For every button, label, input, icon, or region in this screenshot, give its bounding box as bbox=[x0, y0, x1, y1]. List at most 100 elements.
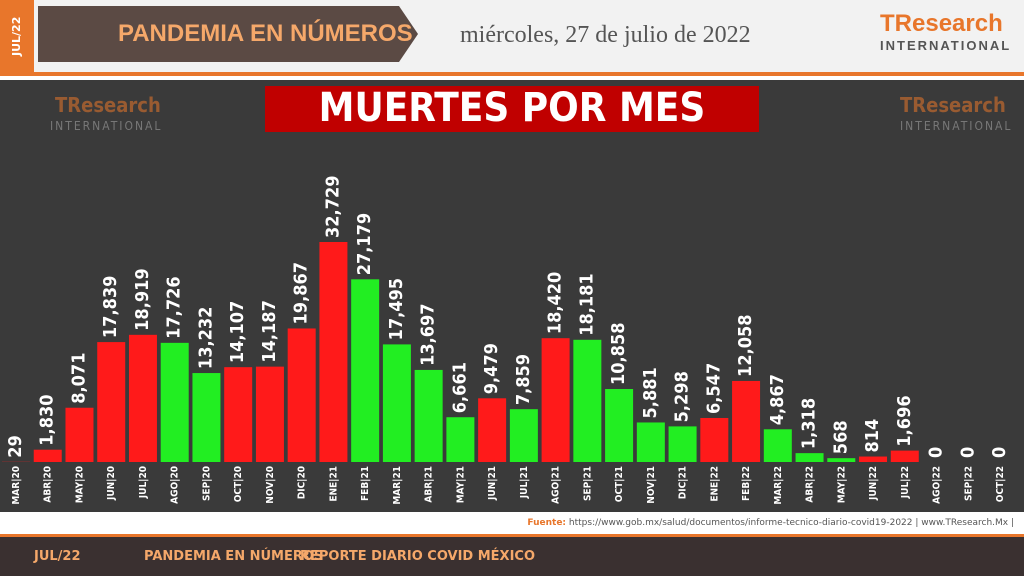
x-tick-label: NOV|20 bbox=[265, 466, 276, 504]
value-label: 10,858 bbox=[608, 323, 629, 386]
x-tick-label: DIC|20 bbox=[297, 466, 308, 499]
value-label: 0 bbox=[989, 447, 1010, 458]
bar bbox=[763, 429, 792, 462]
logo-name: TResearch bbox=[55, 93, 161, 117]
value-label: 13,232 bbox=[195, 307, 216, 369]
value-label: 8,071 bbox=[68, 353, 89, 404]
value-label: 13,697 bbox=[418, 303, 439, 366]
x-tick-label: JUL|20 bbox=[138, 466, 149, 499]
bar bbox=[319, 242, 348, 462]
value-label: 9,479 bbox=[481, 343, 502, 394]
x-tick-label: JUN|22 bbox=[868, 466, 879, 501]
x-tick-label: MAY|20 bbox=[74, 466, 85, 503]
value-label: 12,058 bbox=[735, 314, 756, 377]
x-tick-label: AGO|21 bbox=[551, 466, 562, 504]
bar bbox=[636, 422, 665, 462]
bar bbox=[65, 407, 94, 462]
chart: TResearch INTERNATIONAL TResearch INTERN… bbox=[2, 85, 1012, 505]
x-tick-label: OCT|22 bbox=[995, 466, 1006, 502]
value-label: 29 bbox=[5, 435, 26, 458]
value-label: 1,696 bbox=[894, 395, 915, 446]
bar bbox=[890, 450, 919, 462]
bar bbox=[732, 380, 761, 462]
x-tick-label: AGO|22 bbox=[932, 466, 943, 504]
bar bbox=[859, 456, 888, 462]
value-label: 27,179 bbox=[354, 213, 375, 276]
x-tick-label: FEB|21 bbox=[360, 466, 371, 501]
bar bbox=[160, 342, 189, 462]
x-tick-label: JUL|22 bbox=[900, 466, 911, 499]
footer: JUL/22 PANDEMIA EN NÚMEROS REPORTE DIARI… bbox=[0, 534, 1024, 576]
bar bbox=[478, 398, 507, 462]
bar bbox=[414, 369, 443, 462]
value-label: 1,830 bbox=[37, 394, 58, 445]
x-tick-label: SEP|21 bbox=[582, 466, 593, 501]
x-tick-label: OCT|21 bbox=[614, 466, 625, 502]
bar bbox=[795, 453, 824, 462]
bar bbox=[287, 328, 316, 462]
x-tick-label: ENE|22 bbox=[709, 466, 720, 502]
logo-tagline: INTERNATIONAL bbox=[50, 119, 162, 133]
bar bbox=[192, 373, 221, 462]
logo-name: TResearch bbox=[880, 10, 1003, 37]
x-tick-label: MAY|21 bbox=[455, 466, 466, 503]
footer-section: PANDEMIA EN NÚMEROS bbox=[144, 549, 324, 564]
date: miércoles, 27 de julio de 2022 bbox=[460, 22, 751, 48]
bar bbox=[255, 366, 284, 462]
watermark-left: TResearch INTERNATIONAL bbox=[50, 93, 162, 133]
value-label: 17,726 bbox=[164, 276, 185, 339]
chart-title: MUERTES POR MES bbox=[319, 85, 706, 131]
x-tick-label: OCT|20 bbox=[233, 466, 244, 502]
source-text: https://www.gob.mx/salud/documentos/info… bbox=[568, 518, 1014, 528]
bar bbox=[224, 367, 253, 462]
x-tick-label: MAR|20 bbox=[11, 466, 22, 505]
x-tick-label: ABR|21 bbox=[424, 466, 435, 503]
value-label: 18,919 bbox=[132, 268, 153, 331]
value-label: 17,839 bbox=[100, 276, 121, 339]
logo-name: TResearch bbox=[900, 93, 1006, 117]
x-tick-label: ABR|22 bbox=[805, 466, 816, 503]
value-label: 14,187 bbox=[259, 300, 280, 363]
value-label: 6,547 bbox=[703, 363, 724, 414]
section-title: PANDEMIA EN NÚMEROS bbox=[118, 20, 413, 47]
header-badge: JUL/22 bbox=[0, 0, 34, 72]
logo-tagline: INTERNATIONAL bbox=[900, 119, 1012, 133]
value-label: 0 bbox=[957, 447, 978, 458]
value-label: 19,867 bbox=[291, 262, 312, 325]
x-tick-label: JUN|21 bbox=[487, 466, 498, 501]
bar bbox=[509, 409, 538, 462]
x-tick-label: MAR|22 bbox=[773, 466, 784, 505]
source: Fuente: https://www.gob.mx/salud/documen… bbox=[0, 512, 1024, 534]
x-tick-label: NOV|21 bbox=[646, 466, 657, 504]
value-label: 17,495 bbox=[386, 278, 407, 341]
footer-badge: JUL/22 bbox=[34, 549, 81, 564]
bar bbox=[128, 334, 157, 462]
bar bbox=[97, 342, 126, 462]
bar bbox=[446, 417, 475, 462]
bar bbox=[605, 389, 634, 462]
value-label: 18,181 bbox=[576, 273, 597, 336]
bar bbox=[33, 449, 62, 462]
value-label: 5,298 bbox=[672, 371, 693, 422]
x-tick-label: ABR|20 bbox=[43, 466, 54, 503]
bar bbox=[700, 417, 729, 462]
x-tick-label: SEP|22 bbox=[963, 466, 974, 501]
value-label: 14,107 bbox=[227, 301, 248, 364]
x-tick-label: JUL|21 bbox=[519, 466, 530, 499]
section-banner: PANDEMIA EN NÚMEROS bbox=[38, 6, 418, 62]
value-label: 4,867 bbox=[767, 374, 788, 425]
value-label: 0 bbox=[926, 447, 947, 458]
bar bbox=[541, 338, 570, 462]
value-label: 5,881 bbox=[640, 367, 661, 418]
value-label: 18,420 bbox=[545, 272, 566, 335]
x-tick-label: AGO|20 bbox=[170, 466, 181, 504]
logo-tagline: INTERNATIONAL bbox=[880, 38, 1012, 53]
x-tick-label: MAR|21 bbox=[392, 466, 403, 505]
bar bbox=[827, 458, 856, 462]
source-label: Fuente: bbox=[527, 518, 567, 528]
value-label: 6,661 bbox=[449, 362, 470, 413]
header: JUL/22 PANDEMIA EN NÚMEROS miércoles, 27… bbox=[0, 0, 1024, 76]
footer-report: REPORTE DIARIO COVID MÉXICO bbox=[300, 549, 536, 564]
x-tick-label: ENE|21 bbox=[328, 466, 339, 502]
